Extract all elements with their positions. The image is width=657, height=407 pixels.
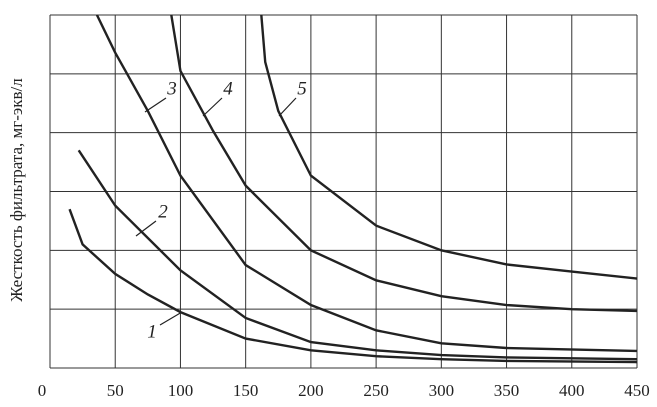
x-tick-label: 300 [429,381,455,400]
leader-line [202,97,223,117]
curve-label: 3 [166,78,177,99]
x-tick-label: 0 [38,381,47,400]
leader-line [144,97,167,113]
curve [95,14,638,353]
x-tick-label: 250 [363,381,389,400]
curve-label: 4 [223,78,233,99]
x-tick-label: 350 [494,381,520,400]
x-tick-label: 50 [107,381,124,400]
curve [260,14,638,280]
x-tick-label: 100 [168,381,194,400]
curve-label: 2 [158,201,168,222]
curve [170,14,638,313]
x-tick-label: 150 [233,381,259,400]
curve-label: 1 [147,321,157,342]
x-tick-label: 400 [559,381,585,400]
x-tick-label: 450 [624,381,650,400]
leader-line [278,97,297,117]
curve [77,149,638,361]
y-axis-label: Жесткость фильтрата, мг-экв/л [7,78,26,302]
leader-line [135,220,157,237]
curve-label: 5 [297,78,307,99]
curve [68,208,638,364]
x-tick-label: 200 [298,381,324,400]
leader-line [159,311,183,326]
